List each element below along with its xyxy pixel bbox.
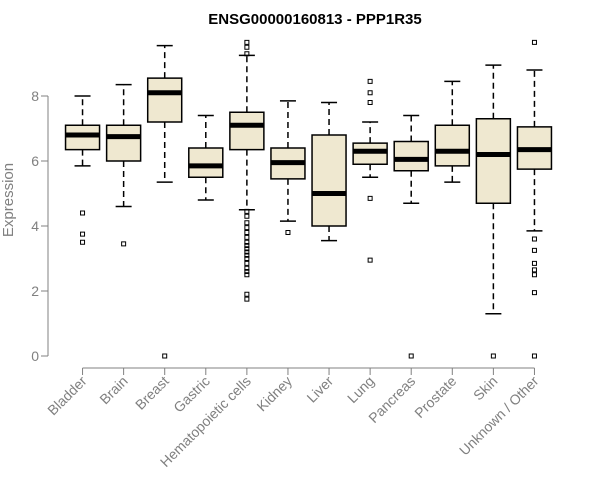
outlier-point bbox=[244, 51, 250, 57]
box-group bbox=[270, 100, 306, 235]
outlier-point bbox=[490, 353, 496, 359]
outlier-point bbox=[162, 353, 168, 359]
y-tick-label: 6 bbox=[31, 153, 39, 169]
box-iqr bbox=[105, 124, 142, 162]
outlier-point bbox=[244, 243, 250, 248]
outlier-point bbox=[244, 269, 250, 274]
outlier-point bbox=[531, 267, 537, 273]
box-iqr bbox=[229, 111, 265, 151]
outlier-point bbox=[244, 213, 250, 219]
chart-title: ENSG00000160813 - PPP1R35 bbox=[208, 11, 421, 28]
y-tick-label: 8 bbox=[31, 88, 39, 104]
plot-area bbox=[64, 39, 553, 359]
outlier-point bbox=[244, 296, 250, 302]
outlier-point bbox=[244, 252, 250, 258]
outlier-point bbox=[367, 257, 373, 263]
outlier-point bbox=[531, 236, 537, 242]
y-tick-label: 0 bbox=[31, 348, 39, 364]
outlier-point bbox=[244, 220, 250, 226]
x-tick-label: Liver bbox=[303, 373, 336, 406]
outlier-point bbox=[367, 100, 373, 105]
box-group bbox=[311, 101, 347, 242]
outlier-point bbox=[244, 249, 250, 255]
x-tick-label: Skin bbox=[470, 373, 501, 404]
outlier-point bbox=[244, 234, 250, 240]
x-tick-label: Brain bbox=[96, 373, 130, 407]
outlier-point bbox=[531, 353, 537, 359]
outlier-point bbox=[121, 241, 127, 247]
box-group bbox=[64, 95, 101, 245]
x-tick-label: Prostate bbox=[411, 373, 459, 421]
y-tick-label: 2 bbox=[31, 283, 39, 299]
outlier-point bbox=[285, 230, 291, 235]
y-axis: 0 2 4 6 8 bbox=[31, 88, 49, 364]
outlier-point bbox=[80, 239, 86, 245]
outlier-point bbox=[531, 39, 537, 45]
outlier-point bbox=[367, 78, 373, 84]
y-tick-label: 4 bbox=[31, 218, 39, 234]
x-tick-label: Lung bbox=[344, 373, 377, 406]
x-tick-label: Breast bbox=[132, 373, 172, 413]
box-iqr bbox=[146, 77, 183, 123]
box-group bbox=[475, 64, 512, 359]
box-group bbox=[434, 80, 471, 183]
outlier-point bbox=[244, 265, 250, 271]
outlier-point bbox=[244, 246, 250, 252]
outlier-point bbox=[531, 272, 537, 278]
outlier-point bbox=[244, 44, 250, 50]
outlier-point bbox=[531, 290, 537, 296]
outlier-point bbox=[244, 256, 250, 261]
box-iqr bbox=[434, 124, 471, 167]
outlier-point bbox=[531, 260, 537, 266]
box-iqr bbox=[475, 118, 512, 204]
box-group bbox=[229, 39, 265, 302]
x-tick-label: Kidney bbox=[253, 373, 295, 415]
outlier-point bbox=[244, 225, 250, 231]
outlier-point bbox=[367, 195, 373, 201]
outlier-point bbox=[244, 291, 250, 297]
outlier-point bbox=[244, 208, 250, 214]
box-iqr bbox=[311, 134, 347, 227]
outlier-point bbox=[531, 247, 537, 253]
box-iqr bbox=[393, 140, 429, 172]
outlier-point bbox=[244, 39, 250, 45]
outlier-point bbox=[80, 210, 86, 216]
outlier-point bbox=[80, 231, 86, 237]
outlier-point bbox=[244, 260, 250, 266]
y-axis-label: Expression bbox=[0, 163, 17, 237]
box-group bbox=[105, 83, 142, 247]
box-group bbox=[516, 39, 553, 359]
x-tick-label: Bladder bbox=[44, 373, 90, 419]
outlier-point bbox=[244, 239, 250, 245]
outlier-point bbox=[367, 90, 373, 96]
box-group bbox=[188, 114, 224, 201]
outlier-point bbox=[244, 230, 250, 235]
outlier-point bbox=[408, 353, 414, 359]
box-group bbox=[393, 114, 429, 359]
box-group bbox=[146, 44, 183, 359]
box-iqr bbox=[188, 147, 224, 178]
box-group bbox=[352, 78, 388, 263]
outlier-point bbox=[244, 272, 250, 278]
